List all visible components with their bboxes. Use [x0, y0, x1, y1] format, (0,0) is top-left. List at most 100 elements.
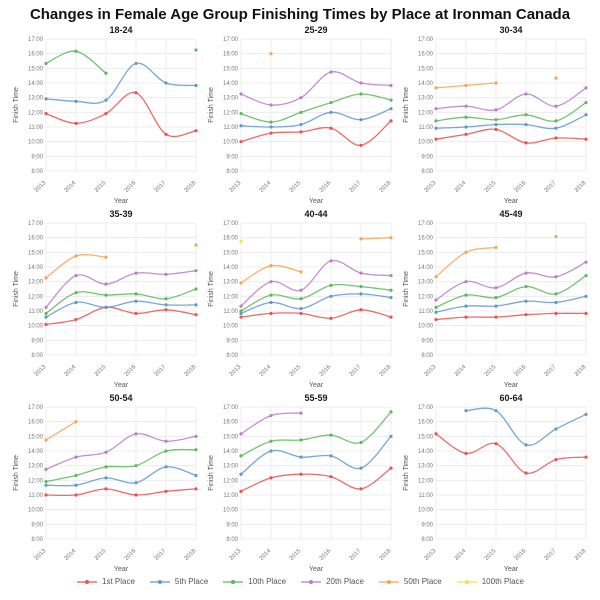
- data-point: [299, 130, 303, 134]
- data-point: [44, 111, 48, 116]
- data-point: [269, 264, 273, 268]
- data-point: [269, 125, 273, 129]
- legend-marker-icon: [301, 579, 322, 584]
- data-point: [464, 250, 468, 254]
- series-line-1st-place: [45, 488, 197, 497]
- y-tick-label: 10:00: [418, 508, 434, 514]
- data-point: [554, 457, 558, 462]
- data-point: [239, 311, 243, 316]
- series-line-10th-place: [240, 411, 392, 457]
- data-point: [464, 132, 468, 136]
- y-tick-label: 10:00: [223, 324, 239, 330]
- data-point: [299, 311, 303, 316]
- subplot-title: 35-39: [109, 209, 132, 219]
- data-point: [329, 316, 333, 320]
- y-tick-label: 9:00: [421, 338, 433, 344]
- y-tick-label: 17:00: [28, 37, 44, 43]
- y-tick-label: 15:00: [28, 250, 44, 256]
- data-point: [524, 284, 528, 289]
- series-line-1st-place: [435, 433, 587, 474]
- legend-marker-icon: [149, 579, 170, 584]
- legend-label: 5th Place: [174, 577, 209, 586]
- data-point: [269, 413, 273, 418]
- y-tick-label: 14:00: [223, 449, 239, 455]
- data-point: [299, 472, 303, 476]
- data-point: [74, 273, 78, 278]
- subplot-canvas: 17:00 16:00 15:00 14:00 13:00 12:00 11:00 10:00…: [13, 393, 198, 573]
- x-tick-label: 2017: [349, 548, 363, 562]
- y-tick-label: 8:00: [31, 537, 43, 543]
- y-tick-label: 14:00: [223, 265, 239, 271]
- data-point: [494, 118, 498, 122]
- subplot-40-44: 17:00 16:00 15:00 14:00 13:00 12:00 11:00 10:00…: [205, 207, 397, 391]
- data-point: [269, 52, 273, 56]
- legend-entry-5th-place: 5th Place: [149, 577, 208, 586]
- y-tick-label: 17:00: [223, 405, 239, 411]
- x-tick-label: 2015: [484, 180, 498, 194]
- data-point: [524, 471, 528, 475]
- series-line-20th-place: [435, 261, 587, 301]
- x-axis-label: Year: [114, 382, 129, 389]
- legend-entry-10th-place: 10th Place: [222, 577, 286, 586]
- x-tick-label: 2017: [154, 548, 168, 562]
- x-tick-label: 2016: [514, 180, 528, 194]
- data-point: [134, 61, 138, 66]
- data-point: [554, 300, 558, 305]
- x-tick-label: 2013: [424, 548, 438, 562]
- data-point: [74, 473, 78, 478]
- x-tick-label: 2015: [94, 548, 108, 562]
- x-tick-label: 2017: [544, 548, 558, 562]
- y-tick-label: 15:00: [223, 250, 239, 256]
- data-point: [74, 317, 78, 322]
- legend-entry-50th-place: 50th Place: [378, 577, 442, 586]
- legend-entry-20th-place: 20th Place: [300, 577, 364, 586]
- y-tick-label: 12:00: [223, 478, 239, 484]
- subplot-title: 18-24: [109, 25, 132, 35]
- y-tick-label: 11:00: [223, 493, 238, 499]
- data-point: [104, 305, 108, 309]
- data-point: [494, 409, 498, 413]
- x-tick-label: 2018: [574, 548, 588, 562]
- data-point: [494, 127, 498, 132]
- data-point: [329, 110, 333, 114]
- y-tick-label: 16:00: [28, 52, 44, 58]
- data-point: [299, 110, 303, 114]
- y-tick-label: 15:00: [418, 250, 434, 256]
- data-point: [164, 303, 168, 307]
- legend-dot: [464, 579, 469, 584]
- legend-entry-100th-place: 100th Place: [456, 577, 524, 586]
- y-tick-label: 16:00: [223, 52, 239, 58]
- x-axis-label: Year: [309, 198, 324, 205]
- x-tick-label: 2018: [184, 180, 198, 194]
- data-point: [554, 311, 558, 316]
- data-point: [329, 70, 333, 74]
- data-point: [389, 295, 393, 300]
- y-tick-label: 14:00: [28, 265, 44, 271]
- data-point: [194, 448, 198, 452]
- data-point: [494, 442, 498, 446]
- data-point: [104, 476, 108, 480]
- data-point: [74, 455, 78, 459]
- data-point: [584, 260, 588, 264]
- y-tick-label: 8:00: [226, 353, 238, 359]
- data-point: [389, 273, 393, 278]
- legend-dot: [309, 579, 314, 584]
- x-tick-label: 2015: [289, 180, 303, 194]
- data-point: [44, 276, 48, 280]
- y-tick-label: 15:00: [28, 66, 44, 72]
- data-point: [194, 303, 198, 307]
- data-point: [524, 443, 528, 447]
- x-tick-label: 2016: [319, 548, 333, 562]
- y-tick-label: 13:00: [418, 96, 434, 102]
- data-point: [554, 427, 558, 431]
- data-point: [329, 100, 333, 105]
- data-point: [584, 412, 588, 416]
- data-point: [299, 96, 303, 100]
- x-tick-label: 2017: [349, 364, 363, 378]
- data-point: [194, 313, 198, 317]
- subplot-title: 50-54: [109, 393, 132, 403]
- x-tick-label: 2014: [259, 180, 273, 194]
- data-point: [44, 438, 48, 442]
- y-tick-label: 13:00: [418, 280, 434, 286]
- series-line-20th-place: [45, 270, 197, 308]
